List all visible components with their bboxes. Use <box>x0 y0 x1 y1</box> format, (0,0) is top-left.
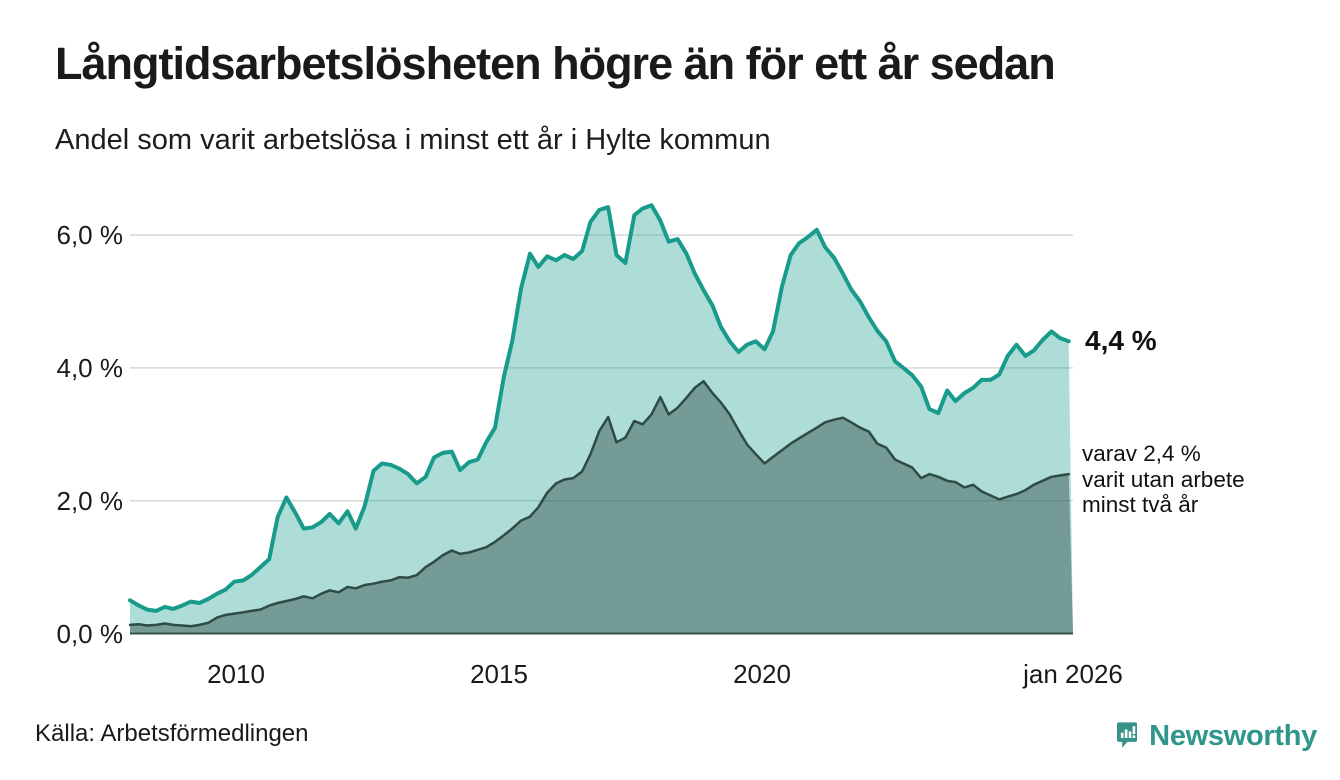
page-subtitle: Andel som varit arbetslösa i minst ett å… <box>55 124 771 156</box>
page-title: Långtidsarbetslösheten högre än för ett … <box>55 38 1056 89</box>
newsworthy-logo[interactable]: Newsworthy <box>1117 711 1317 761</box>
y-axis-label-6: 6,0 % <box>56 220 124 250</box>
source-note: Källa: Arbetsförmedlingen <box>35 720 309 747</box>
secondary-value-line-1: varav 2,4 % <box>1082 441 1201 466</box>
y-axis-label-2: 2,0 % <box>56 486 124 516</box>
x-axis-label-2010: 2010 <box>207 659 265 689</box>
newsworthy-logo-text: Newsworthy <box>1149 719 1317 752</box>
secondary-value-line-2: varit utan arbete <box>1082 466 1245 492</box>
secondary-value-line-3: minst två år <box>1082 492 1199 517</box>
x-axis-label-jan-2026: jan 2026 <box>1023 659 1123 689</box>
y-axis-label-0: 0,0 % <box>56 619 124 649</box>
x-axis-label-2015: 2015 <box>470 659 528 689</box>
x-axis-label-2020: 2020 <box>733 659 791 689</box>
newsworthy-logo-icon <box>1117 722 1138 748</box>
secondary-value-label: varav 2,4 % varit utan arbete minst två … <box>1082 441 1245 518</box>
latest-value-label: 4,4 % <box>1085 325 1157 356</box>
y-axis-label-4: 4,0 % <box>56 353 124 383</box>
